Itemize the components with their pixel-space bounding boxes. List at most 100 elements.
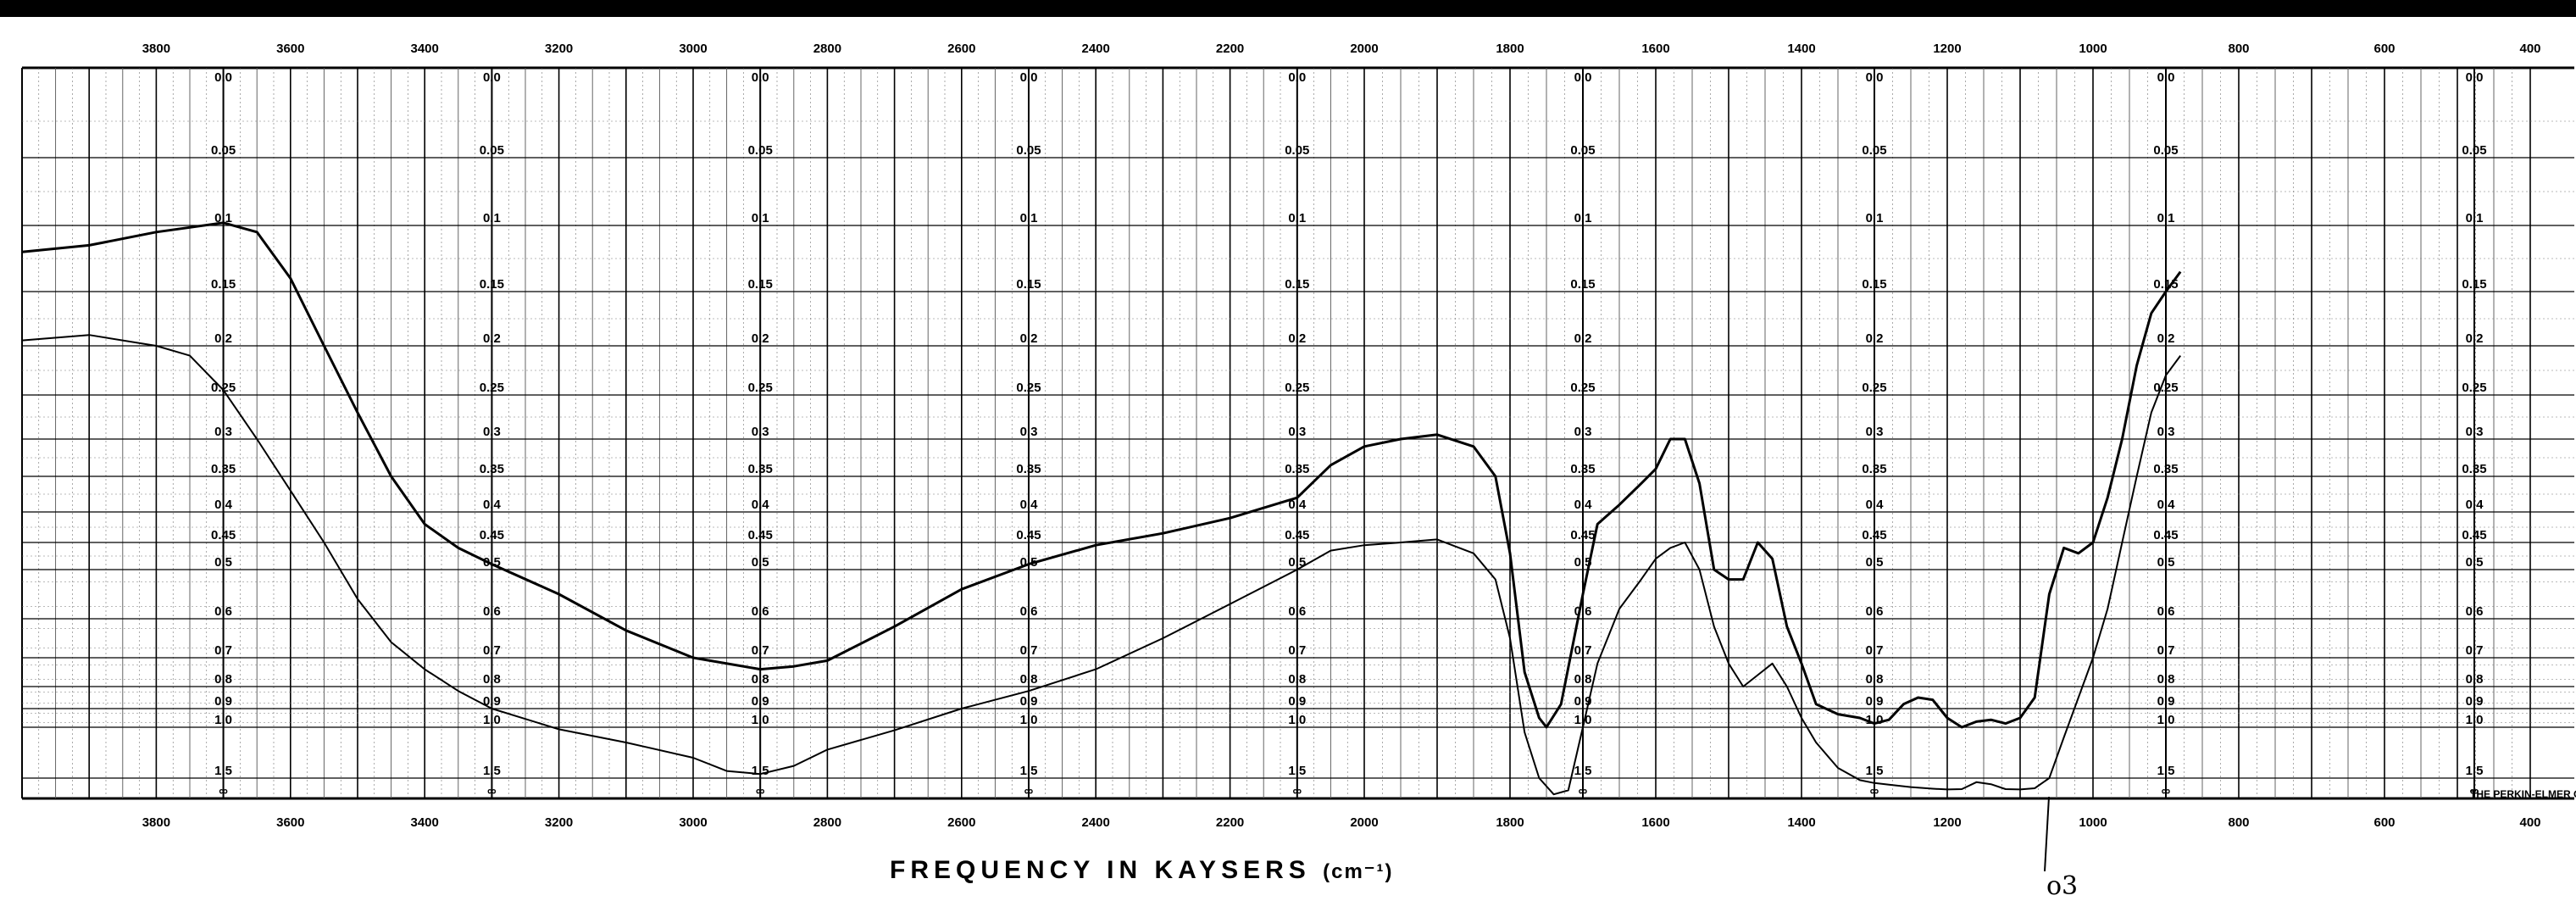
y-tick-label: 0.45 (480, 528, 504, 542)
y-tick-label: 0.8 (483, 672, 501, 687)
y-tick-label: 1.0 (1020, 713, 1038, 727)
y-tick-label: 0.05 (748, 143, 773, 158)
y-tick-label: 0.0 (1288, 70, 1306, 85)
y-tick-label: 0.2 (483, 331, 501, 346)
y-tick-label: ∞ (487, 784, 497, 798)
y-tick-label: 0.45 (1570, 528, 1595, 542)
y-tick-label: 0.4 (2157, 498, 2176, 512)
y-tick-label: 0.35 (2462, 462, 2486, 476)
y-tick-label: 0.0 (214, 70, 232, 85)
y-tick-label: 0.2 (2157, 331, 2175, 346)
y-tick-label: ∞ (2162, 784, 2171, 798)
x-tick-label-bottom: 2200 (1216, 815, 1244, 830)
y-tick-label: 0.8 (1288, 672, 1306, 687)
y-tick-label: 0.25 (1570, 381, 1595, 395)
x-tick-label-top: 400 (2519, 42, 2540, 56)
y-tick-label: 0.7 (2466, 643, 2484, 658)
y-tick-label: 1.0 (483, 713, 501, 727)
x-tick-label-bottom: 1800 (1496, 815, 1524, 830)
y-tick-label: 0.4 (1866, 498, 1885, 512)
y-tick-label: 0.05 (1570, 143, 1595, 158)
x-tick-label-top: 1800 (1496, 42, 1524, 56)
y-tick-label: 0.0 (752, 70, 769, 85)
y-tick-label: 1.0 (2466, 713, 2484, 727)
y-tick-label: 0.7 (483, 643, 501, 658)
y-tick-label: 0.2 (1020, 331, 1038, 346)
y-tick-label: 0.2 (2466, 331, 2484, 346)
y-tick-label: ∞ (1024, 784, 1034, 798)
y-tick-label: 0.5 (1866, 555, 1884, 570)
y-tick-label: 0.4 (1288, 498, 1307, 512)
spectrum-series-2 (21, 334, 2182, 796)
x-axis-unit: (cm⁻¹) (1323, 860, 1394, 883)
y-tick-label: 0.2 (214, 331, 232, 346)
y-tick-label: 0.6 (1574, 604, 1592, 619)
x-tick-label-top: 1200 (1933, 42, 1961, 56)
y-tick-label: 0.1 (1574, 211, 1592, 225)
y-tick-label: 0.45 (1862, 528, 1886, 542)
y-tick-label: 0.0 (1020, 70, 1038, 85)
y-tick-label: 0.6 (2157, 604, 2175, 619)
y-tick-label: 0.15 (1016, 277, 1041, 292)
y-tick-label: 0.3 (2157, 425, 2175, 439)
y-tick-label: 1.0 (214, 713, 232, 727)
y-tick-label: 0.0 (2466, 70, 2484, 85)
y-tick-label: 0.0 (2157, 70, 2175, 85)
y-tick-label: 0.2 (1866, 331, 1884, 346)
grid (21, 66, 2574, 800)
y-tick-label: 0.3 (483, 425, 501, 439)
y-tick-label: 0.25 (1862, 381, 1886, 395)
x-tick-label-bottom: 800 (2228, 815, 2249, 830)
y-tick-label: 0.35 (1285, 462, 1309, 476)
y-tick-label: 0.9 (2157, 694, 2175, 709)
y-tick-label: 1.5 (1020, 764, 1038, 778)
y-tick-label: 0.4 (214, 498, 233, 512)
y-tick-label: 0.6 (1866, 604, 1884, 619)
y-tick-label: 0.5 (1574, 555, 1592, 570)
y-tick-label: 0.8 (1866, 672, 1884, 687)
y-tick-label: 0.5 (1288, 555, 1306, 570)
y-tick-label: 0.05 (1016, 143, 1041, 158)
x-tick-label-top: 800 (2228, 42, 2249, 56)
y-tick-label: 0.35 (2153, 462, 2178, 476)
y-tick-label: ∞ (2470, 784, 2479, 798)
x-tick-label-top: 1000 (2079, 42, 2107, 56)
y-tick-label: 0.8 (1020, 672, 1038, 687)
y-tick-label: ∞ (219, 784, 228, 798)
x-tick-label-top: 2600 (947, 42, 975, 56)
y-tick-label: ∞ (1292, 784, 1302, 798)
y-tick-label: 0.25 (2153, 381, 2178, 395)
y-tick-label: 0.2 (1288, 331, 1306, 346)
y-tick-label: 0.7 (214, 643, 232, 658)
x-tick-label-bottom: 1200 (1933, 815, 1961, 830)
y-tick-label: 0.7 (752, 643, 769, 658)
y-tick-label: ∞ (1870, 784, 1879, 798)
y-tick-label: 0.1 (1288, 211, 1306, 225)
y-tick-label: 1.5 (2466, 764, 2484, 778)
x-axis-title: FREQUENCY IN KAYSERS (890, 856, 1311, 884)
y-tick-label: 1.5 (483, 764, 501, 778)
y-tick-label: 1.5 (1288, 764, 1306, 778)
y-tick-label: 0.1 (2157, 211, 2175, 225)
x-tick-label-top: 3600 (276, 42, 304, 56)
y-tick-label: 0.0 (1574, 70, 1592, 85)
y-tick-label: 0.9 (214, 694, 232, 709)
y-tick-label: 0.6 (752, 604, 769, 619)
x-tick-label-top: 2400 (1082, 42, 1110, 56)
y-tick-label: 0.45 (2462, 528, 2486, 542)
y-tick-label: 0.15 (1570, 277, 1595, 292)
y-tick-label: 0.25 (748, 381, 773, 395)
x-tick-label-bottom: 2600 (947, 815, 975, 830)
y-tick-label: 0.05 (2462, 143, 2486, 158)
y-tick-label: 0.9 (1866, 694, 1884, 709)
y-tick-label: 0.6 (483, 604, 501, 619)
y-tick-label: 0.1 (2466, 211, 2484, 225)
x-tick-label-bottom: 2000 (1350, 815, 1378, 830)
manufacturer-label: THE PERKIN-ELMER CORP NORWALK CONN (2470, 788, 2576, 800)
y-tick-label: 1.0 (1288, 713, 1306, 727)
top-border (0, 0, 2576, 17)
y-tick-label: 0.05 (211, 143, 236, 158)
y-tick-label: 0.35 (1016, 462, 1041, 476)
y-tick-label: 0.3 (1866, 425, 1884, 439)
y-tick-label: 0.05 (1285, 143, 1309, 158)
